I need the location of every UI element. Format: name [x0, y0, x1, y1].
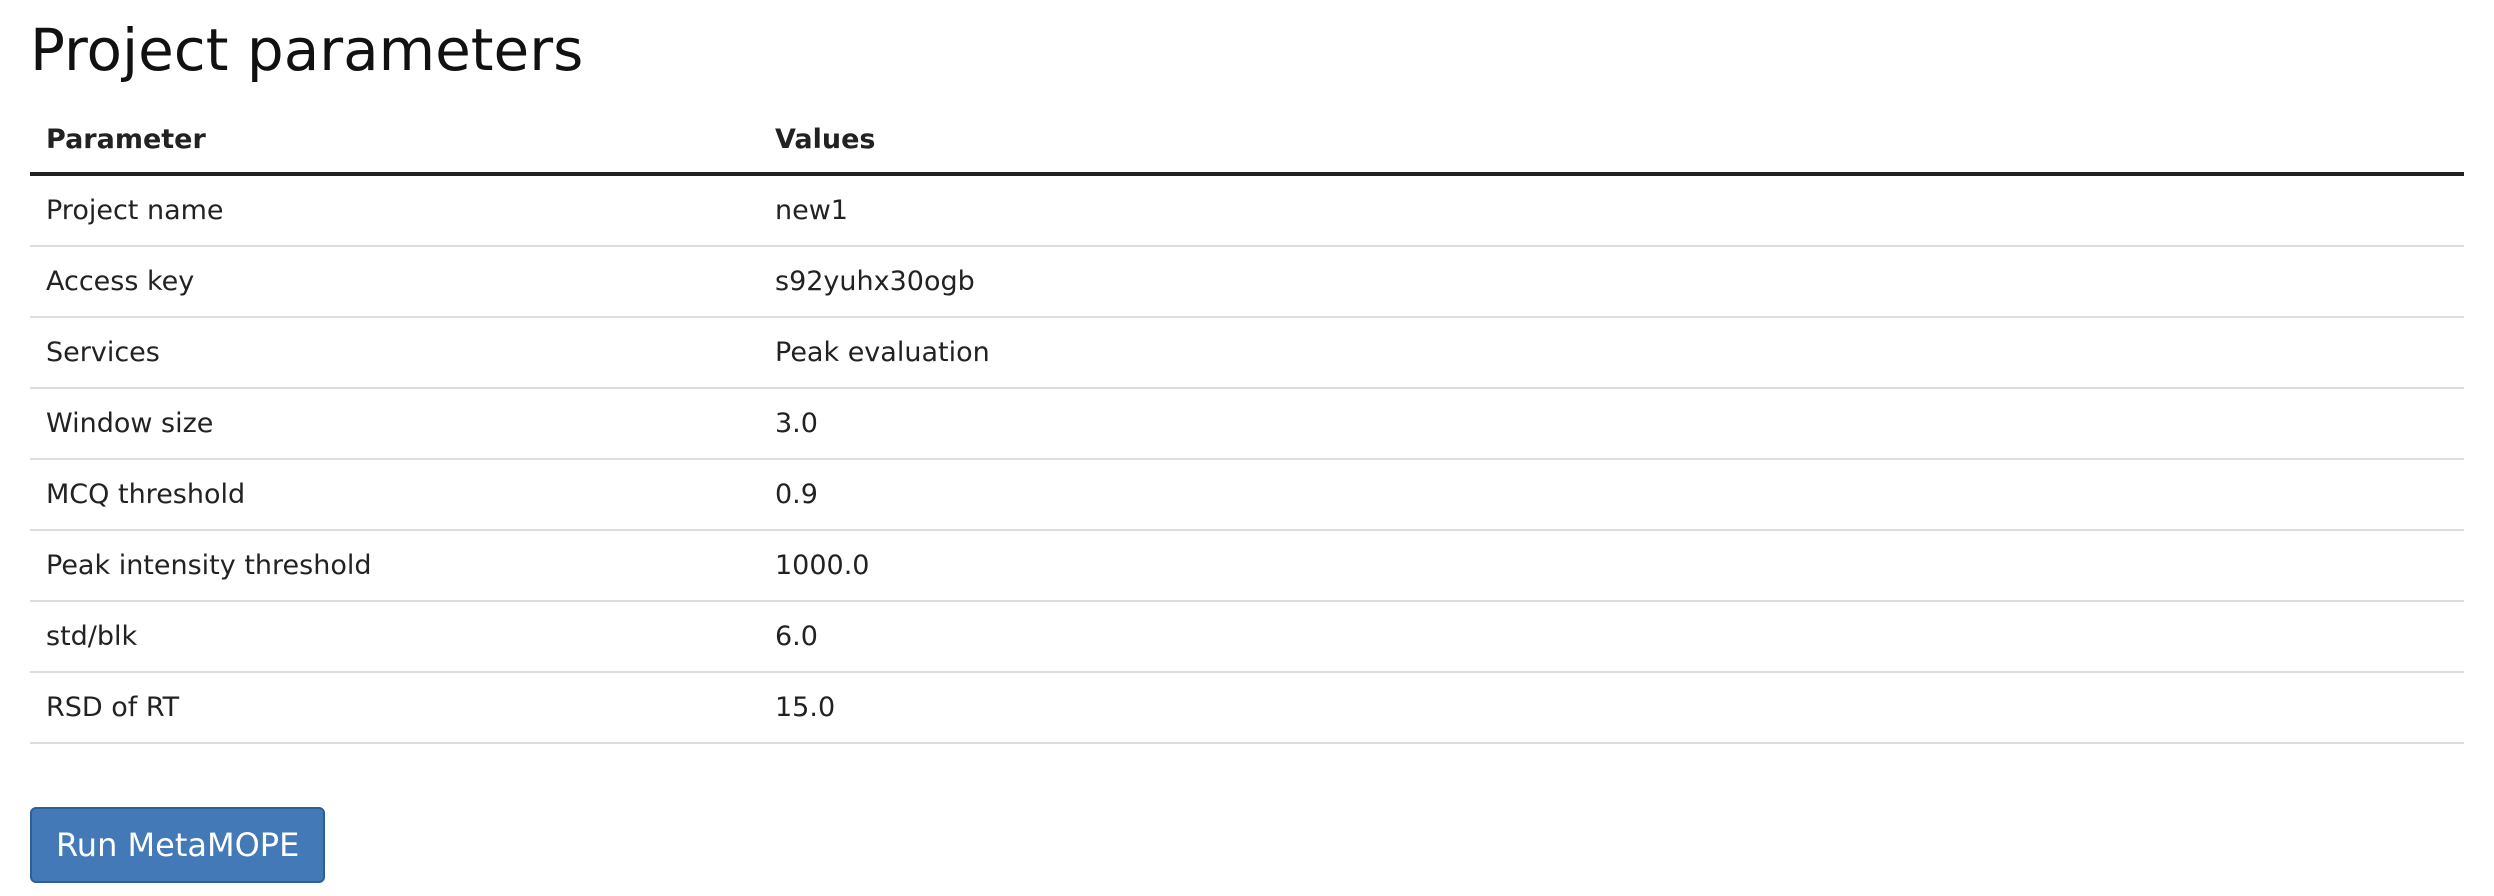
parameter-name: RSD of RT [30, 672, 759, 744]
parameter-name: Services [30, 317, 759, 389]
parameters-table: Parameter Values Project name new1 Acces… [30, 106, 2464, 744]
parameter-value: 1000.0 [759, 530, 2464, 602]
table-row: Window size 3.0 [30, 388, 2464, 460]
column-header-values: Values [759, 106, 2464, 176]
table-row: Project name new1 [30, 174, 2464, 247]
parameter-value: 0.9 [759, 459, 2464, 531]
parameter-value: 15.0 [759, 672, 2464, 744]
table-row: std/blk 6.0 [30, 601, 2464, 673]
parameter-name: Peak intensity threshold [30, 530, 759, 602]
table-row: Peak intensity threshold 1000.0 [30, 530, 2464, 602]
table-head: Parameter Values [30, 106, 2464, 176]
parameter-value: s92yuhx30ogb [759, 246, 2464, 318]
parameter-value: Peak evaluation [759, 317, 2464, 389]
column-header-parameter: Parameter [30, 106, 759, 176]
table-header-row: Parameter Values [30, 106, 2464, 176]
parameter-name: MCQ threshold [30, 459, 759, 531]
table-row: Access key s92yuhx30ogb [30, 246, 2464, 318]
parameter-value: 3.0 [759, 388, 2464, 460]
table-row: MCQ threshold 0.9 [30, 459, 2464, 531]
table-row: Services Peak evaluation [30, 317, 2464, 389]
parameter-value: new1 [759, 174, 2464, 247]
parameter-name: Project name [30, 174, 759, 247]
parameter-value: 6.0 [759, 601, 2464, 673]
page-title: Project parameters [30, 16, 584, 84]
parameter-name: Window size [30, 388, 759, 460]
parameter-name: std/blk [30, 601, 759, 673]
table-body: Project name new1 Access key s92yuhx30og… [30, 174, 2464, 744]
run-metamope-button[interactable]: Run MetaMOPE [30, 807, 326, 883]
table-row: RSD of RT 15.0 [30, 672, 2464, 744]
parameter-name: Access key [30, 246, 759, 318]
